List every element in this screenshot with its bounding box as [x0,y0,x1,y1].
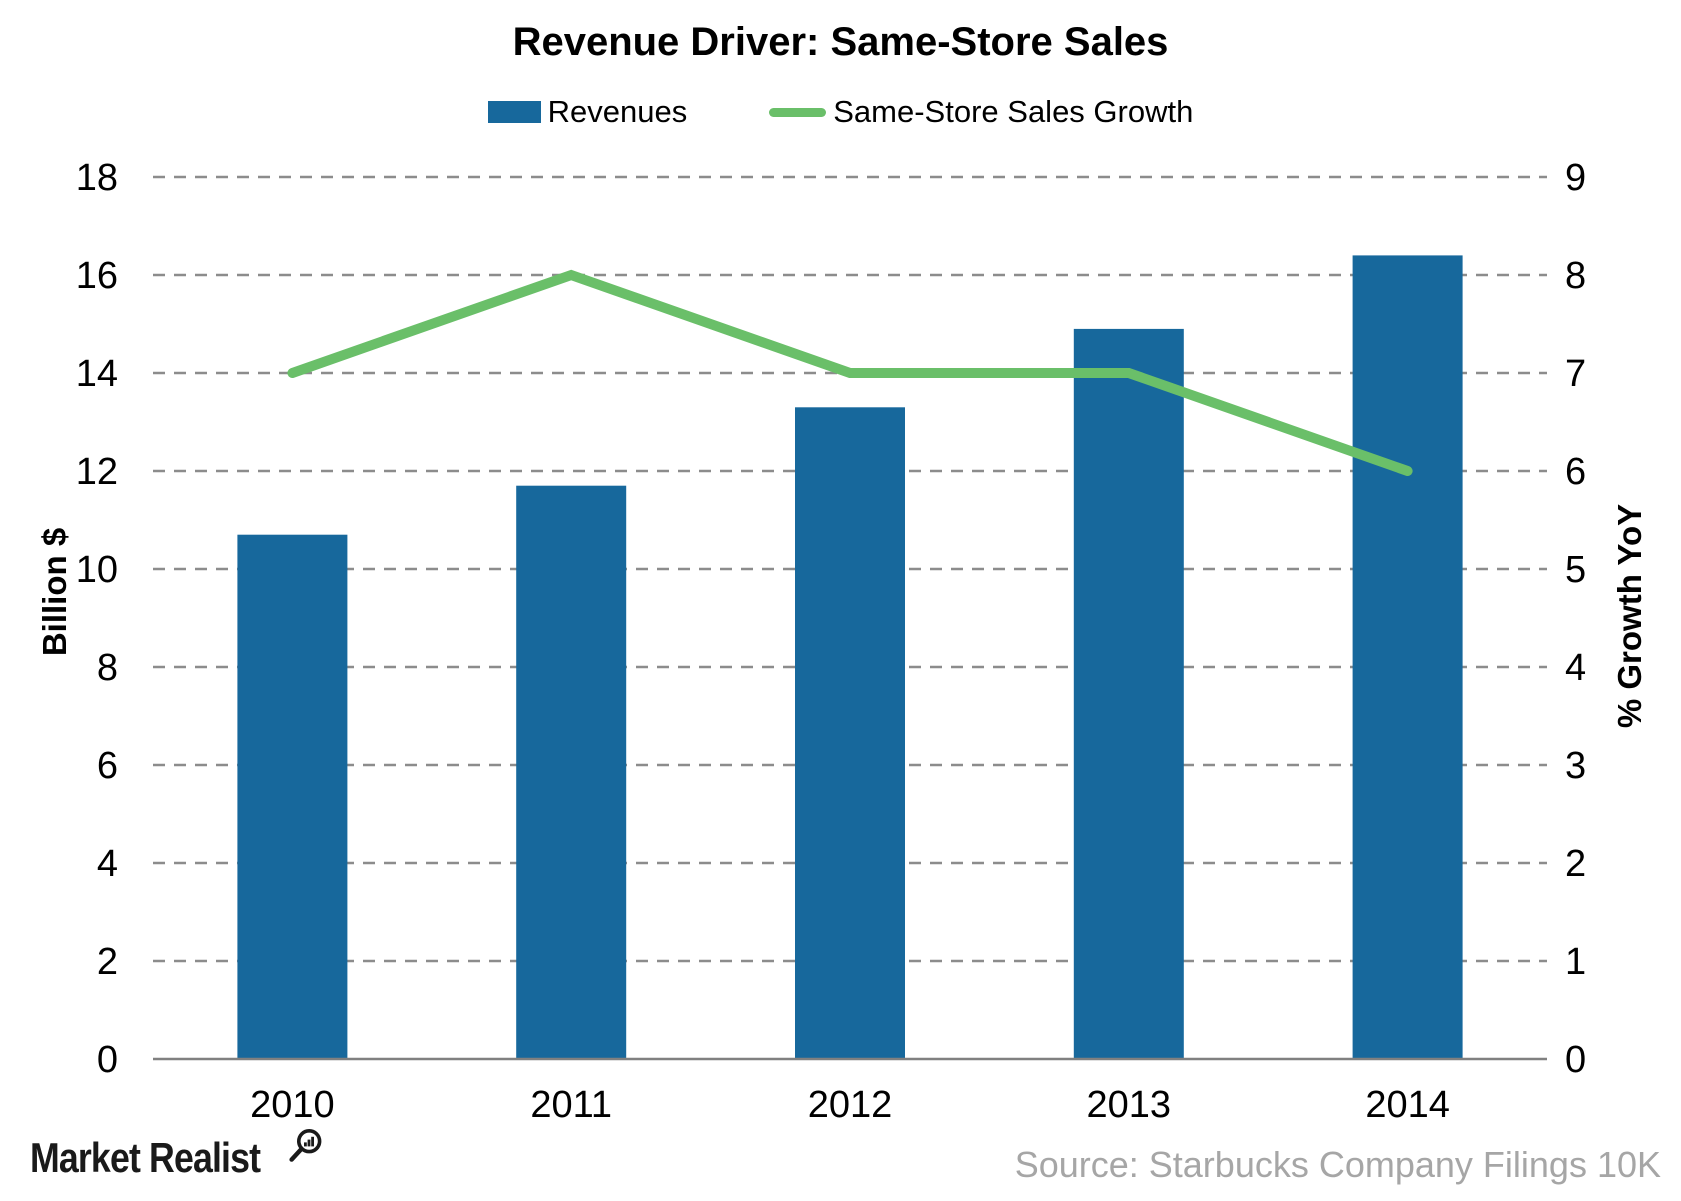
left-axis-tick: 2 [97,941,118,983]
left-axis-title: Billion $ [36,527,73,657]
left-axis-tick: 14 [76,353,118,395]
left-axis-tick: 8 [97,647,118,689]
right-axis-title: % Growth YoY [1611,503,1648,729]
bar-2011 [516,485,627,1059]
brand-logo-text: Market Realist [30,1134,261,1181]
growth-line [287,269,1413,476]
left-axis-tick: 10 [76,549,118,591]
right-axis-tick: 5 [1565,549,1586,591]
legend-label-revenues: Revenues [547,94,688,129]
right-axis-tick: 0 [1565,1039,1586,1081]
left-axis-tick: 0 [97,1039,118,1081]
right-axis-tick: 1 [1565,941,1586,983]
x-axis-tick: 2014 [1365,1084,1450,1126]
bar-2013 [1073,328,1184,1059]
legend-label-sss-growth: Same-Store Sales Growth [833,94,1194,129]
revenues-bar-swatch-icon [487,101,541,123]
x-axis-tick: 2010 [250,1084,335,1126]
bar-2014 [1352,255,1463,1059]
left-axis-tick: 12 [76,451,118,493]
brand-logo: Market Realist [30,1129,322,1190]
x-axis-tick: 2013 [1087,1084,1172,1126]
x-axis-tick: 2011 [530,1084,612,1126]
source-note: Source: Starbucks Company Filings 10K [1014,1144,1661,1185]
right-axis-tick: 3 [1565,745,1586,787]
legend-item-sss-growth: Same-Store Sales Growth [769,94,1193,130]
magnifier-chart-icon [289,1129,322,1162]
legend: Revenues Same-Store Sales Growth [0,94,1681,130]
legend-item-revenues: Revenues [487,94,688,130]
x-axis-tick: 2012 [808,1084,893,1126]
left-axis-tick: 16 [76,255,118,297]
right-axis-tick: 9 [1565,157,1586,199]
right-axis-tick: 6 [1565,451,1586,493]
right-axis-tick: 4 [1565,647,1586,689]
bar-2012 [795,407,905,1059]
left-axis-tick: 4 [97,843,118,885]
left-axis-tick: 6 [97,745,118,787]
left-axis-tick: 18 [76,157,118,199]
right-axis-tick: 7 [1565,353,1586,395]
growth-line-swatch-icon [769,107,827,117]
right-axis-tick: 8 [1565,255,1586,297]
bar-2010 [237,534,348,1059]
right-axis-tick: 2 [1565,843,1586,885]
chart-title: Revenue Driver: Same-Store Sales [512,20,1169,64]
